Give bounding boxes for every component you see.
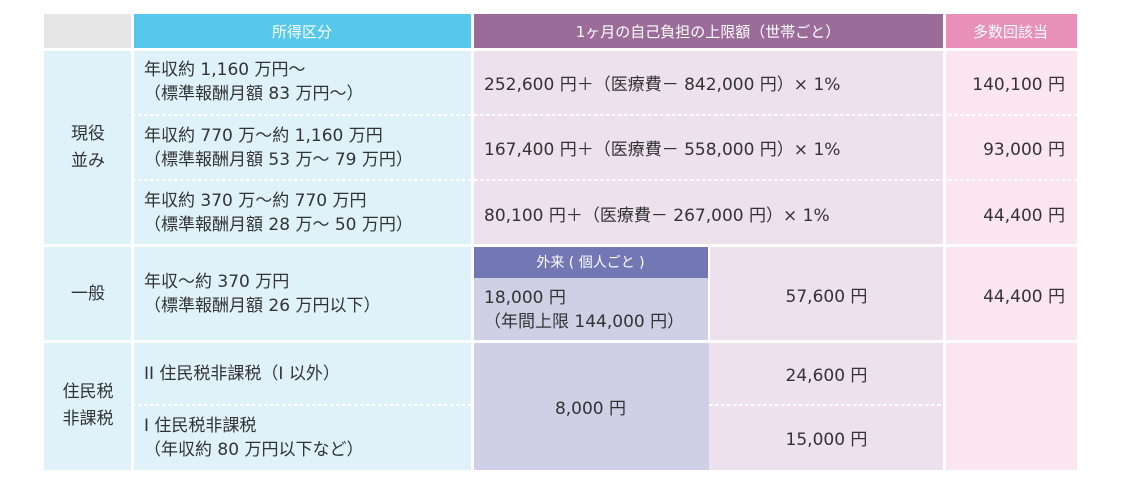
outpatient-header: 外来 ( 個人ごと ) bbox=[472, 246, 709, 278]
multi-row-3: 44,400 円 bbox=[944, 180, 1077, 246]
row-divider-dashed bbox=[132, 114, 1077, 116]
row-divider bbox=[44, 340, 1077, 343]
column-divider bbox=[471, 14, 474, 470]
row-divider bbox=[44, 244, 1077, 247]
cost-limit-table: 所得区分 1ヶ月の自己負担の上限額（世帯ごと） 多数回該当 現役 並み 年収約 … bbox=[44, 14, 1077, 470]
limit-general: 57,600 円 bbox=[709, 246, 944, 342]
multi-general: 44,400 円 bbox=[944, 246, 1077, 342]
formula-row-3: 80,100 円＋（医療費－ 267,000 円）× 1% bbox=[472, 180, 944, 246]
group-general: 一般 bbox=[44, 246, 132, 342]
income-row-3: 年収約 370 万〜約 770 万円 （標準報酬月額 28 万〜 50 万円） bbox=[132, 180, 472, 246]
limit-exempt-1: 15,000 円 bbox=[709, 405, 944, 470]
column-divider bbox=[708, 246, 710, 342]
multi-row-1: 140,100 円 bbox=[944, 49, 1077, 115]
limit-exempt-2: 24,600 円 bbox=[709, 342, 944, 405]
formula-row-2: 167,400 円＋（医療費－ 558,000 円）× 1% bbox=[472, 115, 944, 180]
group-exempt: 住民税 非課税 bbox=[44, 342, 132, 470]
header-blank-cell bbox=[44, 14, 132, 49]
income-general: 年収〜約 370 万円 （標準報酬月額 26 万円以下） bbox=[132, 246, 472, 342]
multi-exempt-empty bbox=[944, 342, 1077, 470]
row-divider bbox=[44, 48, 1077, 51]
income-exempt-1: I 住民税非課税 （年収約 80 万円以下など） bbox=[132, 405, 472, 470]
formula-row-1: 252,600 円＋（医療費－ 842,000 円）× 1% bbox=[472, 49, 944, 115]
header-income: 所得区分 bbox=[132, 14, 472, 49]
row-divider-dashed bbox=[709, 404, 944, 406]
multi-row-2: 93,000 円 bbox=[944, 115, 1077, 180]
row-divider-dashed bbox=[132, 179, 1077, 181]
header-limit: 1ヶ月の自己負担の上限額（世帯ごと） bbox=[472, 14, 944, 49]
income-row-2: 年収約 770 万〜約 1,160 万円 （標準報酬月額 53 万〜 79 万円… bbox=[132, 115, 472, 180]
row-divider-dashed bbox=[132, 404, 472, 406]
outpatient-general-value: 18,000 円 （年間上限 144,000 円） bbox=[472, 278, 709, 342]
outpatient-exempt-value: 8,000 円 bbox=[472, 342, 709, 470]
column-divider bbox=[131, 14, 134, 470]
header-multi: 多数回該当 bbox=[944, 14, 1077, 49]
group-active: 現役 並み bbox=[44, 49, 132, 246]
income-row-1: 年収約 1,160 万円〜 （標準報酬月額 83 万円〜） bbox=[132, 49, 472, 115]
column-divider bbox=[943, 14, 946, 470]
income-exempt-2: II 住民税非課税（I 以外） bbox=[132, 342, 472, 405]
